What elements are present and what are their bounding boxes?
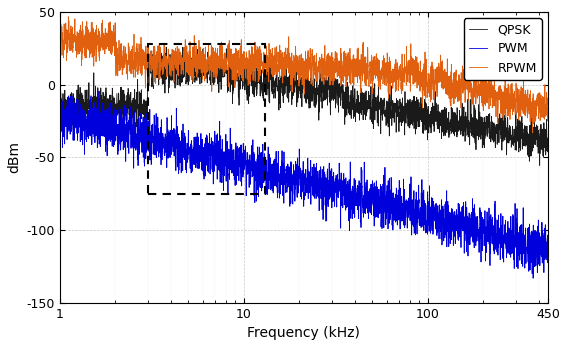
QPSK — [265, 85, 272, 89]
PWM — [265, 187, 272, 191]
QPSK — [56, 100, 63, 104]
RPWM — [483, 92, 489, 96]
QPSK — [244, 98, 251, 102]
X-axis label: Frequency (kHz): Frequency (kHz) — [247, 326, 361, 340]
PWM — [535, 244, 542, 248]
PWM — [141, 164, 148, 168]
RPWM — [535, 110, 542, 114]
PWM — [96, 89, 103, 93]
RPWM — [545, 107, 552, 111]
Line: PWM: PWM — [60, 91, 548, 278]
Line: RPWM: RPWM — [60, 17, 548, 133]
RPWM — [244, 77, 251, 81]
PWM — [545, 260, 552, 264]
RPWM — [112, 59, 119, 64]
PWM — [244, 150, 251, 154]
RPWM — [529, 131, 536, 135]
RPWM — [265, 63, 272, 67]
RPWM — [141, 66, 148, 70]
Y-axis label: dBm: dBm — [7, 141, 21, 173]
QPSK — [545, 140, 552, 144]
Line: QPSK: QPSK — [60, 47, 548, 166]
QPSK — [536, 163, 543, 168]
RPWM — [65, 15, 72, 19]
Legend: QPSK, PWM, RPWM: QPSK, PWM, RPWM — [464, 18, 542, 80]
QPSK — [483, 122, 489, 127]
PWM — [483, 225, 489, 229]
QPSK — [163, 45, 170, 49]
PWM — [112, 113, 119, 117]
QPSK — [141, 119, 148, 123]
PWM — [56, 134, 63, 138]
RPWM — [56, 56, 63, 60]
QPSK — [112, 102, 119, 107]
PWM — [530, 276, 536, 280]
QPSK — [535, 141, 542, 145]
